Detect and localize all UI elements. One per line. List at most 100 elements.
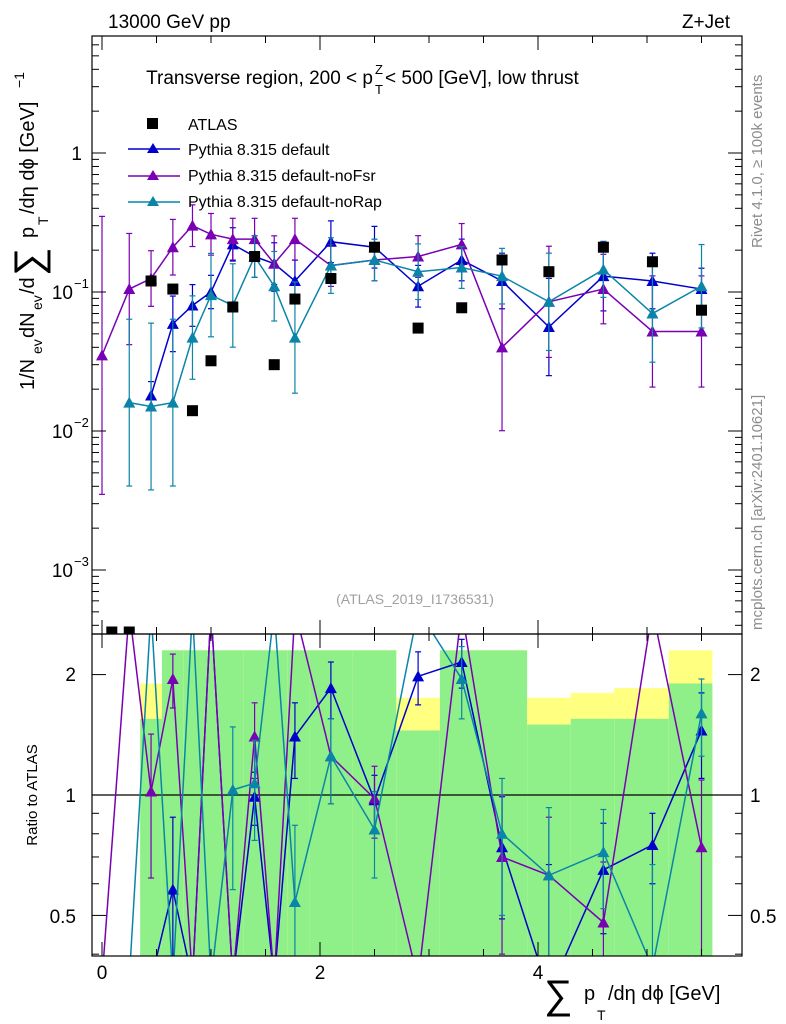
y-tick-0.001: 10 −3 — [52, 554, 89, 582]
legend-marker-atlas — [147, 118, 158, 129]
plot-title-sup: Z — [375, 62, 383, 77]
series-2-point-0 — [123, 396, 136, 408]
svg-text:−3: −3 — [74, 554, 89, 569]
ratio-1-point-18 — [695, 841, 708, 853]
y-tick-0.01: 10 −2 — [52, 415, 89, 443]
atlas-point-0 — [106, 626, 118, 634]
ratio-2-point-15 — [597, 846, 610, 858]
main-plot-data — [96, 204, 708, 634]
legend-item-pythia-default: Pythia 8.315 default — [128, 142, 330, 159]
atlas-point-9 — [289, 293, 301, 305]
series-line-0 — [150, 240, 702, 396]
atlas-point-13 — [456, 302, 468, 314]
x-tick-4: 4 — [533, 963, 544, 984]
atlas-point-3 — [167, 283, 179, 295]
legend-label-pythia-nofsr: Pythia 8.315 default-noFsr — [188, 168, 376, 185]
atlas-point-5 — [205, 355, 217, 367]
svg-text:−1: −1 — [74, 276, 89, 291]
legend-item-pythia-nofsr: Pythia 8.315 default-noFsr — [128, 168, 376, 185]
atlas-point-2 — [145, 275, 157, 287]
atlas-point-10 — [325, 273, 337, 285]
series-1-point-6 — [226, 233, 239, 245]
ratio-line-2-18 — [129, 634, 703, 956]
green-band-13 — [570, 718, 615, 956]
ratio-1-point-16 — [597, 916, 610, 928]
green-band-14 — [614, 718, 669, 956]
atlas-point-16 — [597, 241, 609, 253]
ratio-1-point-7 — [248, 730, 261, 742]
atlas-point-12 — [412, 322, 424, 334]
ratio-2-point-9 — [324, 750, 337, 762]
series-1-point-18 — [695, 325, 708, 337]
series-2-point-8 — [288, 331, 301, 343]
series-2-point-15 — [597, 263, 610, 275]
ratio-tick-1-left: 1 — [65, 786, 76, 807]
green-band-9 — [396, 730, 440, 956]
svg-text:dN: dN — [17, 312, 39, 338]
series-2-point-11 — [412, 265, 425, 277]
ratio-0-point-15 — [646, 838, 659, 850]
series-2-point-3 — [186, 331, 199, 343]
ratio-tick-0.5-left: 0.5 — [50, 907, 76, 928]
ratio-2-point-8 — [288, 896, 301, 908]
mcplots-label: mcplots.cern.ch [arXiv:2401.10621] — [749, 395, 766, 630]
ratio-tick-2-left: 2 — [65, 665, 76, 686]
legend-marker-pythia-nofsr — [147, 170, 159, 180]
axis-ticks — [92, 36, 742, 956]
atlas-point-18 — [696, 304, 707, 316]
atlas-point-1 — [123, 626, 135, 634]
green-band-15 — [668, 683, 713, 956]
ratio-0-point-8 — [324, 682, 337, 694]
series-2-point-16 — [646, 307, 659, 319]
svg-text:T: T — [35, 216, 51, 225]
series-1-point-5 — [205, 228, 217, 240]
atlas-point-8 — [268, 359, 280, 371]
series-1-point-4 — [186, 219, 199, 231]
legend-label-atlas: ATLAS — [188, 117, 238, 134]
series-2-point-7 — [268, 280, 281, 292]
svg-text:p: p — [584, 983, 595, 1005]
svg-text:−2: −2 — [74, 415, 89, 430]
ratio-2-point-5 — [226, 783, 239, 795]
ratio-2-point-14 — [542, 869, 555, 881]
series-2-point-17 — [695, 280, 708, 292]
plot-title-sub: T — [375, 82, 383, 97]
series-2-point-2 — [166, 396, 179, 408]
svg-text:ev: ev — [29, 295, 45, 310]
legend-item-pythia-norap: Pythia 8.315 default-noRap — [128, 194, 382, 211]
ratio-2-point-6 — [248, 777, 261, 789]
x-tick-2: 2 — [315, 963, 326, 984]
y-tick-1: 1 — [71, 144, 82, 165]
ratio-0-point-1 — [166, 883, 179, 895]
y-tick-0.1: 10 −1 — [52, 276, 89, 304]
svg-text:10: 10 — [52, 561, 73, 582]
atlas-point-4 — [186, 405, 198, 417]
svg-text:/dη dϕ [GeV]: /dη dϕ [GeV] — [17, 102, 39, 214]
legend-item-atlas: ATLAS — [147, 117, 238, 134]
energy-label: 13000 GeV pp — [108, 12, 231, 33]
atlas-point-11 — [369, 241, 380, 253]
series-0-point-7 — [288, 274, 301, 286]
ratio-0-point-10 — [412, 670, 425, 682]
series-1-point-9 — [288, 233, 301, 245]
ratio-2-point-13 — [496, 827, 509, 839]
series-2-point-12 — [455, 261, 468, 273]
legend-label-pythia-norap: Pythia 8.315 default-noRap — [188, 194, 382, 211]
svg-text:p: p — [17, 227, 39, 238]
svg-text:T: T — [597, 1007, 606, 1023]
atlas-point-7 — [249, 251, 261, 263]
atlas-point-17 — [646, 256, 658, 268]
series-2-point-9 — [324, 259, 337, 271]
ratio-tick-1-right: 1 — [750, 786, 761, 807]
atlas-point-6 — [227, 301, 239, 313]
svg-text:/d: /d — [17, 277, 39, 294]
ratio-plot-data — [103, 634, 708, 956]
x-axis-label: ∑ p T /dη dϕ [GeV] — [544, 973, 720, 1023]
svg-text:10: 10 — [52, 422, 73, 443]
svg-text:10: 10 — [52, 283, 73, 304]
process-label: Z+Jet — [682, 12, 731, 33]
legend-label-pythia-default: Pythia 8.315 default — [188, 142, 330, 159]
series-1-point-0 — [96, 349, 108, 361]
series-line-2 — [129, 254, 702, 408]
ratio-tick-2-right: 2 — [750, 665, 761, 686]
